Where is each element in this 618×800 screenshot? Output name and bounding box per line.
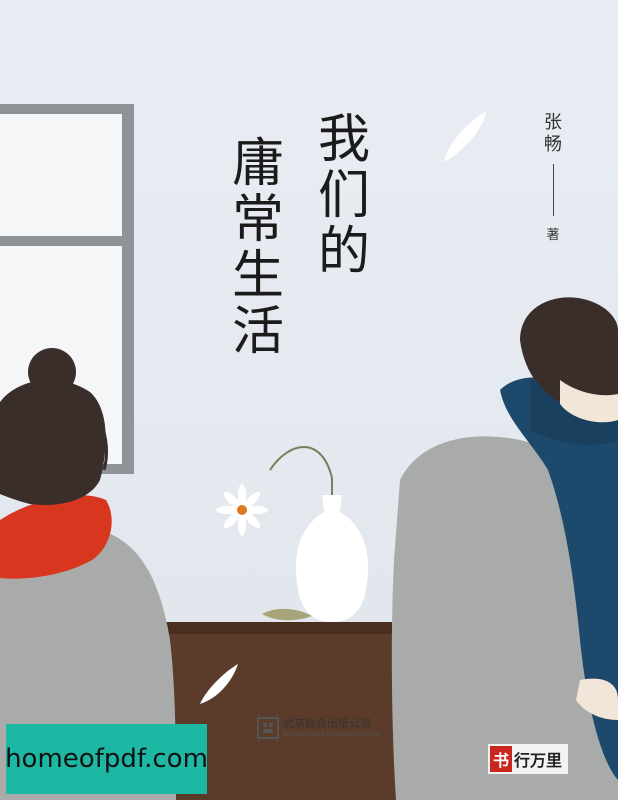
title-char: 生 (232, 246, 285, 307)
brand-mark: 书 (490, 746, 513, 772)
watermark-banner: homeofpdf.com (5, 724, 208, 794)
title-char: 们 (318, 166, 371, 227)
title-char: 我 (318, 110, 371, 170)
vase-with-flower (216, 446, 369, 622)
author-name-char: 畅 (544, 134, 562, 155)
title-char: 活 (232, 302, 285, 363)
publisher: 北京联合出版公司 Beijing United Publishing Co.,L… (257, 717, 379, 739)
publisher-logo-icon (257, 717, 279, 739)
publisher-name-en: Beijing United Publishing Co.,Ltd (283, 730, 379, 738)
brand-logo: 书 行万里 (488, 744, 569, 774)
boy-figure (391, 297, 618, 800)
watermark-text: homeofpdf.com (5, 744, 208, 774)
book-title-column-2: 庸 常 生 活 (232, 136, 284, 361)
petal-top (444, 112, 486, 162)
book-title-column-1: 我 们 的 (318, 110, 371, 283)
brand-text: 行万里 (514, 751, 563, 770)
author-role: 著 (546, 228, 560, 243)
author-name-char: 张 (544, 112, 562, 133)
author-block: 张 畅 著 (538, 112, 568, 243)
title-char: 常 (232, 190, 285, 251)
petal-bottom (200, 664, 238, 704)
publisher-name: 北京联合出版公司 (283, 717, 371, 730)
title-char: 的 (318, 222, 371, 283)
table (144, 622, 398, 800)
author-divider (552, 164, 554, 216)
title-char: 庸 (232, 134, 285, 194)
